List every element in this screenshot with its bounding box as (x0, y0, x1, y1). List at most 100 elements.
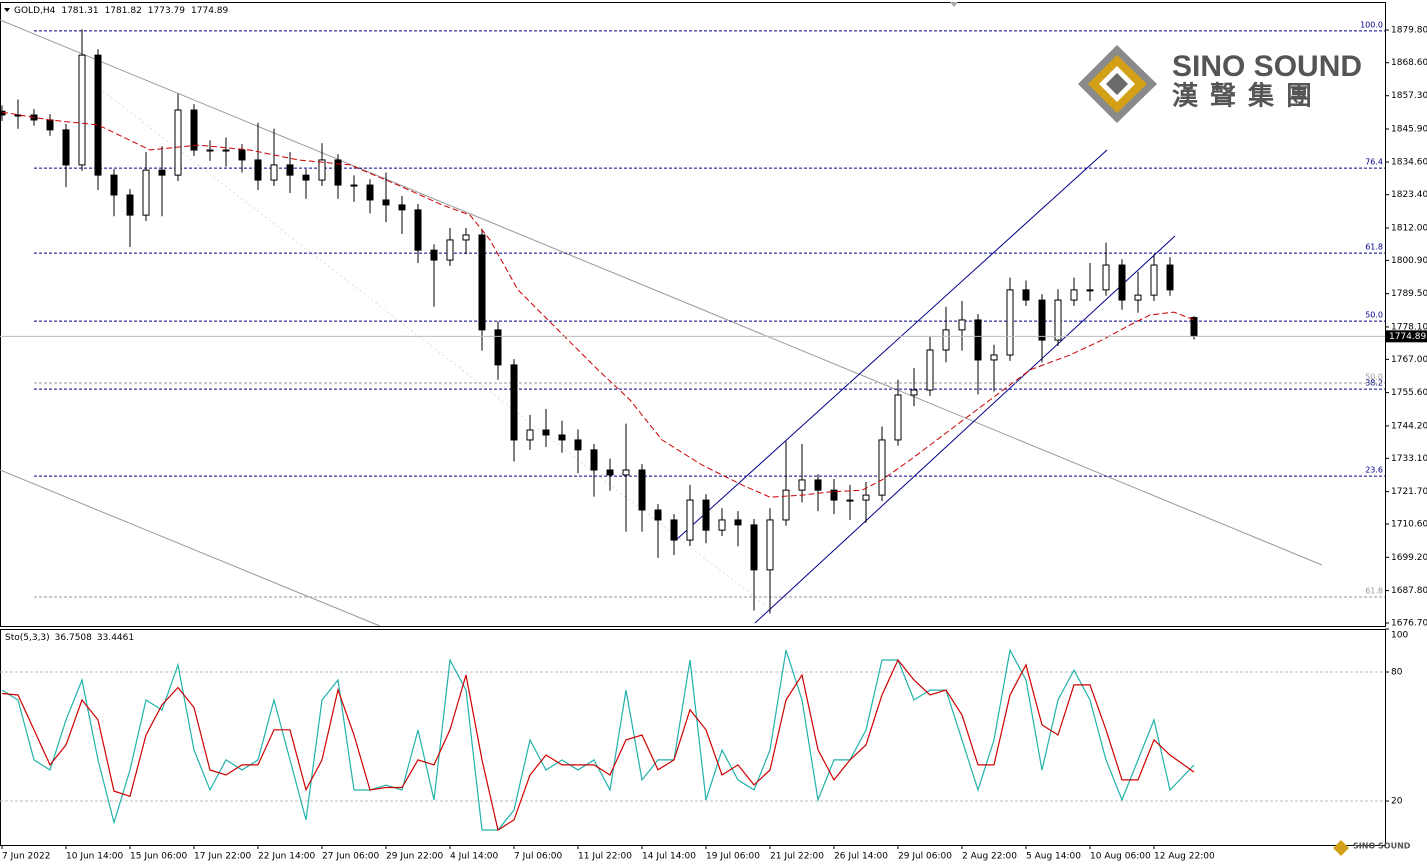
x-tick-label: 5 Aug 14:00 (1026, 852, 1081, 862)
x-tick-label: 29 Jun 22:00 (386, 852, 443, 862)
candle-body (654, 509, 662, 521)
moving-average (1, 111, 1195, 498)
candle-body (238, 149, 246, 161)
y-tick-label: 1789.50 (1391, 289, 1427, 299)
fib-label: 50.0 (1365, 311, 1383, 320)
candle-body (766, 519, 774, 571)
ohlc-high: 1781.82 (105, 6, 142, 16)
stochastic-line (1, 648, 1195, 831)
candle-body (846, 499, 854, 502)
x-tick-label: 14 Jul 14:00 (642, 852, 696, 862)
candle-body (718, 519, 726, 531)
logo: SINO SOUND 漢聲集團 (1078, 45, 1362, 123)
candle-body (670, 519, 678, 541)
x-tick-label: 4 Jul 14:00 (450, 852, 499, 862)
fib-label: 61.8 (1365, 243, 1383, 252)
candle-body (910, 389, 918, 396)
candle-body (974, 319, 982, 361)
candle-body (350, 184, 358, 187)
y-tick-label: 1767.00 (1391, 355, 1427, 365)
candle-body (926, 349, 934, 391)
stochastic-line (1, 658, 1195, 831)
candle-body (62, 129, 70, 166)
y-tick-label: 1823.40 (1391, 190, 1427, 200)
x-tick-label: 17 Jun 22:00 (194, 852, 251, 862)
current-price-box (1386, 330, 1427, 343)
candle-body (510, 364, 518, 441)
candle-body (382, 199, 390, 206)
x-tick-label: 19 Jul 06:00 (706, 852, 760, 862)
candle-body (222, 149, 230, 152)
candle-body (462, 234, 470, 241)
ohlc-low: 1773.79 (148, 6, 185, 16)
x-tick-label: 2 Aug 22:00 (962, 852, 1017, 862)
y-tick-label: 1857.30 (1391, 91, 1427, 101)
candle-body (542, 429, 550, 436)
fib-label: 76.4 (1365, 158, 1383, 167)
candle-body (750, 524, 758, 571)
x-tick-label: 7 Jun 2022 (2, 852, 50, 862)
fib-label: 61.8 (1365, 587, 1383, 596)
y-tick-label: 100 (1391, 631, 1408, 641)
candle-body (638, 469, 646, 511)
candle-body (590, 449, 598, 471)
candle-body (366, 184, 374, 201)
y-tick-label: 20 (1391, 797, 1403, 807)
chart-header: GOLD,H4 1781.31 1781.82 1773.79 1774.89 (14, 6, 229, 16)
x-tick-label: 26 Jul 14:00 (834, 852, 888, 862)
shift-marker (950, 2, 958, 7)
y-tick-label: 1778.10 (1391, 322, 1427, 332)
candle-body (1166, 264, 1174, 291)
fib-trend-line (94, 84, 766, 606)
indicator-value: 36.7508 (55, 633, 92, 643)
price-panel-frame (0, 2, 1386, 627)
candle-body (734, 519, 742, 526)
stochastic-panel-frame (0, 629, 1386, 846)
candle-body (1054, 299, 1062, 341)
x-tick-label: 10 Aug 06:00 (1090, 852, 1151, 862)
x-tick-label: 27 Jun 06:00 (322, 852, 379, 862)
candle-body (814, 479, 822, 491)
y-tick-label: 1879.80 (1391, 26, 1427, 36)
channel-line (675, 149, 1108, 541)
candle-body (526, 429, 534, 441)
indicator-title: Sto(5,3,3) 36.7508 33.4461 (5, 633, 134, 643)
candle-body (1070, 289, 1078, 301)
candle-body (254, 159, 262, 181)
candle-body (398, 204, 406, 211)
candle-body (302, 174, 310, 181)
logo-name: SINO SOUND (1172, 50, 1362, 83)
y-tick-label: 1721.70 (1391, 487, 1427, 497)
x-tick-label: 7 Jul 06:00 (514, 852, 563, 862)
candle-body (1150, 264, 1158, 296)
candle-body (478, 234, 486, 331)
logo-diamond (1106, 73, 1128, 95)
logo-chinese: 漢聲集團 (1172, 81, 1324, 112)
y-tick-label: 1800.90 (1391, 256, 1427, 266)
indicator-value: 33.4461 (97, 633, 134, 643)
current-price-label: 1774.89 (1389, 332, 1426, 342)
y-tick-label: 1733.10 (1391, 454, 1427, 464)
x-tick-label: 22 Jun 14:00 (258, 852, 315, 862)
logo-name: SINO SOUND (1353, 842, 1411, 851)
y-tick-label: 1812.00 (1391, 223, 1427, 233)
y-tick-label: 1755.60 (1391, 388, 1427, 398)
y-tick-label: 1868.60 (1391, 58, 1427, 68)
x-tick-label: 11 Jul 22:00 (578, 852, 632, 862)
y-tick-label: 1699.20 (1391, 553, 1427, 563)
candle-body (1134, 294, 1142, 301)
candle-body (782, 489, 790, 521)
candle-body (446, 239, 454, 261)
channel-line (754, 235, 1176, 624)
candle-body (686, 499, 694, 541)
candle-body (494, 329, 502, 366)
candle-body (958, 319, 966, 331)
symbol: GOLD,H4 (14, 6, 56, 16)
candle-body (206, 149, 214, 152)
x-tick-label: 21 Jul 22:00 (770, 852, 824, 862)
candle-body (174, 109, 182, 176)
candle-body (894, 394, 902, 441)
candle-body (942, 329, 950, 351)
candle-body (286, 164, 294, 176)
